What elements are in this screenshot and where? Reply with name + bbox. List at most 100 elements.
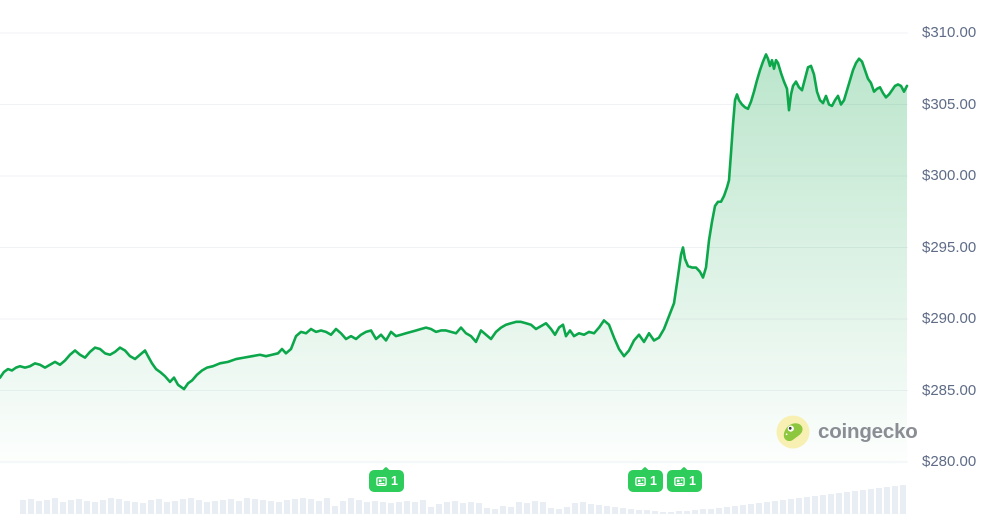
- volume-bar: [620, 508, 626, 514]
- volume-bar: [708, 509, 714, 514]
- volume-bar: [268, 501, 274, 514]
- volume-bar: [148, 500, 154, 514]
- volume-bar: [324, 498, 330, 514]
- volume-bar: [724, 507, 730, 514]
- volume-bar: [884, 487, 890, 514]
- volume-bar: [444, 502, 450, 514]
- volume-bar: [652, 511, 658, 514]
- volume-bar: [372, 501, 378, 514]
- volume-bar: [812, 496, 818, 514]
- volume-bar: [804, 497, 810, 514]
- volume-bar: [740, 505, 746, 514]
- volume-bar: [852, 491, 858, 514]
- news-marker-badge[interactable]: 1: [369, 470, 404, 492]
- volume-bar: [276, 502, 282, 514]
- volume-bar: [684, 511, 690, 514]
- volume-bar: [84, 501, 90, 514]
- volume-bar: [44, 500, 50, 514]
- news-icon: [635, 476, 646, 486]
- volume-bar: [476, 503, 482, 514]
- volume-bar: [460, 503, 466, 514]
- volume-bar: [452, 501, 458, 514]
- volume-bar: [716, 508, 722, 514]
- volume-bar: [316, 501, 322, 514]
- volume-bar: [20, 500, 26, 514]
- volume-bar: [836, 493, 842, 514]
- volume-bar: [428, 507, 434, 514]
- volume-bar: [68, 500, 74, 514]
- volume-bar: [548, 508, 554, 514]
- volume-bar: [116, 499, 122, 514]
- volume-bar: [100, 500, 106, 514]
- volume-bar: [172, 501, 178, 514]
- volume-bar: [284, 500, 290, 514]
- volume-bar: [892, 486, 898, 514]
- volume-bar: [108, 498, 114, 514]
- y-axis-label: $300.00: [922, 167, 977, 184]
- volume-bar: [36, 501, 42, 514]
- volume-bar: [340, 501, 346, 514]
- volume-bar: [492, 509, 498, 514]
- y-axis-label: $295.00: [922, 238, 977, 256]
- volume-bar: [644, 510, 650, 514]
- volume-bars: [20, 485, 906, 514]
- volume-bar: [700, 509, 706, 514]
- volume-bar: [252, 499, 258, 514]
- volume-bar: [436, 504, 442, 514]
- volume-bar: [404, 501, 410, 514]
- volume-bar: [692, 510, 698, 514]
- volume-bar: [796, 498, 802, 514]
- volume-bar: [356, 500, 362, 514]
- volume-bar: [292, 499, 298, 514]
- volume-bar: [580, 502, 586, 514]
- volume-bar: [156, 499, 162, 514]
- y-axis-label: $305.00: [922, 95, 977, 113]
- volume-bar: [188, 498, 194, 514]
- volume-bar: [220, 500, 226, 514]
- volume-bar: [860, 490, 866, 514]
- volume-bar: [300, 498, 306, 514]
- coingecko-watermark[interactable]: coingecko: [776, 414, 918, 449]
- gecko-logo-icon: [776, 415, 810, 448]
- volume-bar: [772, 501, 778, 514]
- volume-bar: [668, 512, 674, 514]
- volume-bar: [572, 503, 578, 514]
- volume-bar: [828, 494, 834, 514]
- news-icon: [674, 476, 685, 486]
- volume-bar: [500, 506, 506, 514]
- volume-bar: [676, 511, 682, 514]
- news-marker-badge[interactable]: 1: [628, 470, 663, 492]
- volume-bar: [564, 507, 570, 514]
- volume-bar: [132, 502, 138, 514]
- volume-bar: [468, 502, 474, 514]
- volume-bar: [396, 502, 402, 514]
- volume-bar: [212, 501, 218, 514]
- volume-bar: [364, 502, 370, 514]
- volume-bar: [764, 502, 770, 514]
- volume-bar: [876, 488, 882, 514]
- volume-bar: [348, 498, 354, 514]
- volume-bar: [204, 502, 210, 514]
- volume-bar: [260, 500, 266, 514]
- volume-bar: [124, 501, 130, 514]
- volume-bar: [412, 502, 418, 514]
- y-axis-label: $280.00: [922, 453, 977, 470]
- price-area-fill: [0, 54, 907, 464]
- volume-bar: [228, 499, 234, 514]
- volume-bar: [524, 503, 530, 514]
- volume-bar: [588, 504, 594, 514]
- volume-bar: [332, 506, 338, 514]
- volume-bar: [756, 503, 762, 514]
- volume-bar: [380, 502, 386, 514]
- volume-bar: [780, 500, 786, 514]
- volume-bar: [60, 502, 66, 514]
- volume-bar: [844, 492, 850, 514]
- volume-bar: [732, 506, 738, 514]
- volume-bar: [532, 501, 538, 514]
- news-marker-badge[interactable]: 1: [667, 470, 702, 492]
- volume-bar: [164, 502, 170, 514]
- volume-bar: [820, 495, 826, 514]
- volume-bar: [196, 500, 202, 514]
